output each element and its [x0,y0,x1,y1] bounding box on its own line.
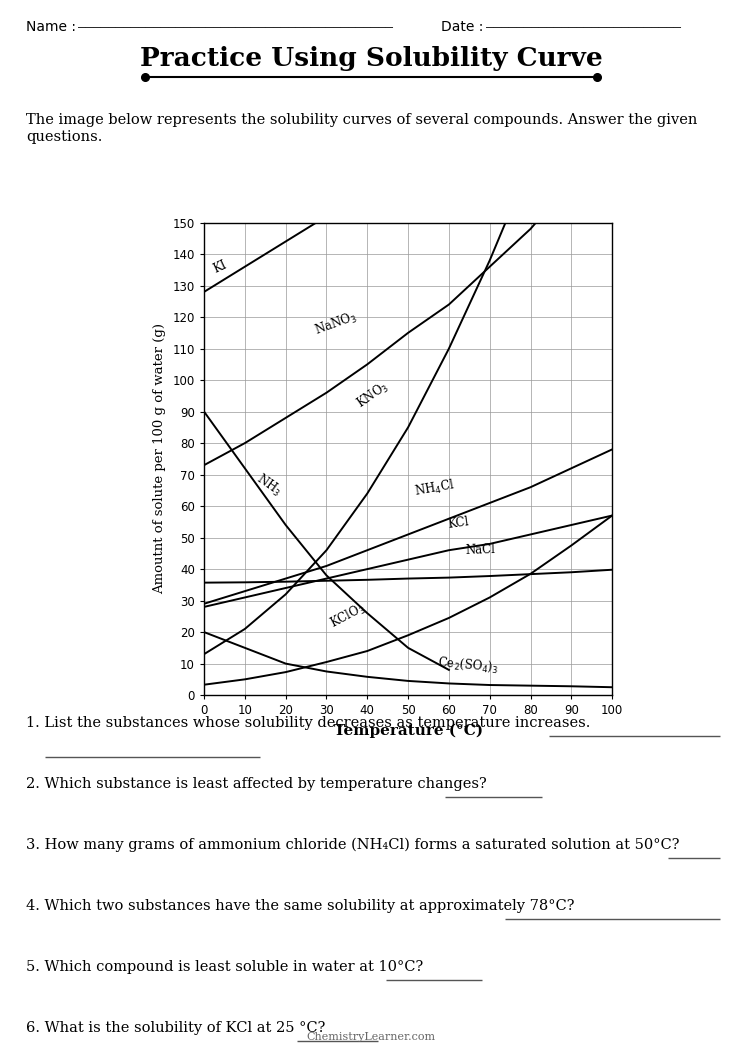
Text: 5. Which compound is least soluble in water at 10°C?: 5. Which compound is least soluble in wa… [26,960,423,973]
Text: 1. List the substances whose solubility decreases as temperature increases.: 1. List the substances whose solubility … [26,716,591,730]
Text: NaCl: NaCl [464,543,495,556]
Text: KClO$_3$: KClO$_3$ [327,601,368,632]
Text: 2. Which substance is least affected by temperature changes?: 2. Which substance is least affected by … [26,777,487,791]
Text: Ce$_2$(SO$_4$)$_3$: Ce$_2$(SO$_4$)$_3$ [437,655,499,675]
Text: The image below represents the solubility curves of several compounds. Answer th: The image below represents the solubilit… [26,113,697,127]
Text: Date :: Date : [441,20,484,35]
Text: ––––––––––––––––––––––––––––––––––––––––––: ––––––––––––––––––––––––––––––––––––––––… [78,21,393,34]
Text: NH$_3$: NH$_3$ [253,470,284,500]
Text: NaNO$_3$: NaNO$_3$ [313,309,360,339]
Text: NH$_4$Cl: NH$_4$Cl [413,477,456,500]
Text: Practice Using Solubility Curve: Practice Using Solubility Curve [139,46,603,71]
Text: 4. Which two substances have the same solubility at approximately 78°C?: 4. Which two substances have the same so… [26,899,574,912]
Text: Name :: Name : [26,20,76,35]
Text: 3. How many grams of ammonium chloride (NH₄Cl) forms a saturated solution at 50°: 3. How many grams of ammonium chloride (… [26,838,680,853]
X-axis label: Temperature (°C): Temperature (°C) [334,724,482,738]
Text: questions.: questions. [26,130,102,144]
Text: KNO$_3$: KNO$_3$ [354,378,393,412]
Text: KCl: KCl [447,516,470,531]
Text: ChemistryLearner.com: ChemistryLearner.com [306,1032,436,1043]
Y-axis label: Amoutnt of solute per 100 g of water (g): Amoutnt of solute per 100 g of water (g) [153,323,165,594]
Text: 6. What is the solubility of KCl at 25 °C?: 6. What is the solubility of KCl at 25 °… [26,1021,325,1034]
Text: ––––––––––––––––––––––––––: –––––––––––––––––––––––––– [486,21,681,34]
Text: KI: KI [211,258,229,276]
